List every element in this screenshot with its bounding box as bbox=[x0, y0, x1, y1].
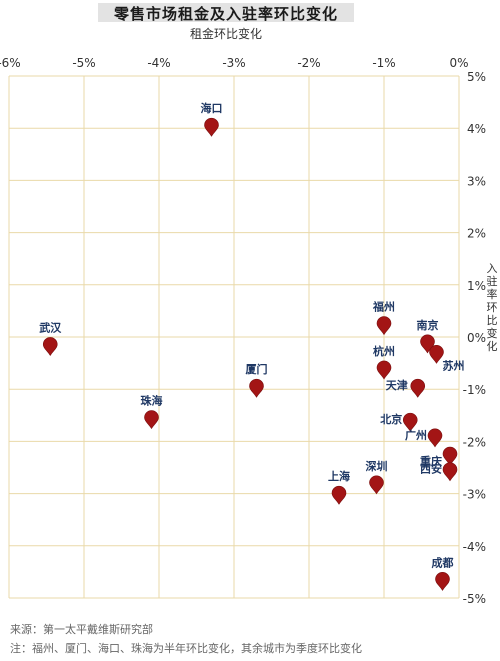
data-point-label: 广州 bbox=[405, 428, 427, 442]
data-point-marker bbox=[376, 360, 392, 380]
data-point-marker bbox=[331, 485, 347, 505]
data-point-label: 福州 bbox=[372, 300, 395, 314]
data-point-label: 深圳 bbox=[366, 459, 388, 473]
x-tick-label: -2% bbox=[297, 56, 320, 70]
y-tick-label: 5% bbox=[467, 70, 486, 84]
data-point-label: 苏州 bbox=[443, 358, 465, 372]
y-tick-label: -3% bbox=[463, 488, 486, 502]
x-tick-label: -4% bbox=[147, 56, 170, 70]
x-tick-label: -5% bbox=[72, 56, 95, 70]
data-point-marker bbox=[42, 337, 58, 357]
data-point-label: 厦门 bbox=[246, 362, 268, 376]
data-point-label: 武汉 bbox=[39, 320, 62, 334]
grid-lines bbox=[8, 75, 460, 599]
data-point-label: 上海 bbox=[328, 469, 350, 483]
y-axis-title: 入驻率环比变化 bbox=[486, 262, 498, 353]
data-point-label: 重庆 bbox=[420, 454, 442, 468]
y-tick-labels: 5% 4% 3% 2% 1% 0% -1% -2% -3% -4% -5% bbox=[463, 70, 486, 606]
y-tick-label: 2% bbox=[467, 227, 486, 241]
x-tick-label: -3% bbox=[222, 56, 245, 70]
data-point-label: 珠海 bbox=[141, 394, 163, 408]
data-point-label: 杭州 bbox=[373, 344, 395, 358]
data-point-label: 南京 bbox=[417, 318, 439, 332]
data-point-label: 北京 bbox=[380, 412, 402, 426]
y-tick-label: 4% bbox=[467, 122, 486, 136]
y-tick-label: -4% bbox=[463, 540, 486, 554]
y-tick-label: -2% bbox=[463, 435, 486, 449]
data-point-label: 成都 bbox=[432, 555, 454, 569]
data-point-label: 西安 bbox=[420, 462, 442, 476]
data-point-marker bbox=[435, 572, 450, 591]
title-background bbox=[98, 3, 354, 22]
data-point-marker bbox=[427, 428, 443, 448]
data-point-marker bbox=[144, 410, 159, 430]
data-point-marker bbox=[402, 412, 418, 432]
x-axis-title: 租金环比变化 bbox=[189, 27, 262, 41]
data-point-marker bbox=[376, 316, 392, 336]
y-tick-label: 3% bbox=[467, 174, 486, 188]
source-note: 来源：第一太平戴维斯研究部 bbox=[10, 623, 153, 636]
x-tick-label: 0% bbox=[449, 56, 468, 70]
x-tick-label: -1% bbox=[372, 56, 395, 70]
footnote: 注：福州、厦门、海口、珠海为半年环比变化，其余城市为季度环比变化 bbox=[10, 642, 362, 655]
data-point-marker bbox=[249, 378, 264, 398]
chart-title: 零售市场租金及入驻率环比变化 bbox=[113, 5, 338, 23]
y-tick-label: 1% bbox=[467, 279, 486, 293]
x-tick-labels: -6% -5% -4% -3% -2% -1% 0% bbox=[0, 56, 469, 70]
y-tick-label: -1% bbox=[463, 383, 486, 397]
data-point-label: 天津 bbox=[386, 378, 408, 392]
data-point-marker bbox=[369, 475, 384, 495]
y-tick-label: -5% bbox=[463, 592, 486, 606]
data-point-marker bbox=[442, 462, 458, 482]
data-point-marker bbox=[442, 446, 458, 466]
data-point-marker bbox=[410, 378, 426, 398]
data-point-marker bbox=[204, 117, 219, 137]
y-tick-label: 0% bbox=[467, 331, 486, 345]
data-point-marker bbox=[429, 344, 444, 364]
data-point-label: 海口 bbox=[201, 101, 223, 115]
x-tick-label: -6% bbox=[0, 56, 21, 70]
